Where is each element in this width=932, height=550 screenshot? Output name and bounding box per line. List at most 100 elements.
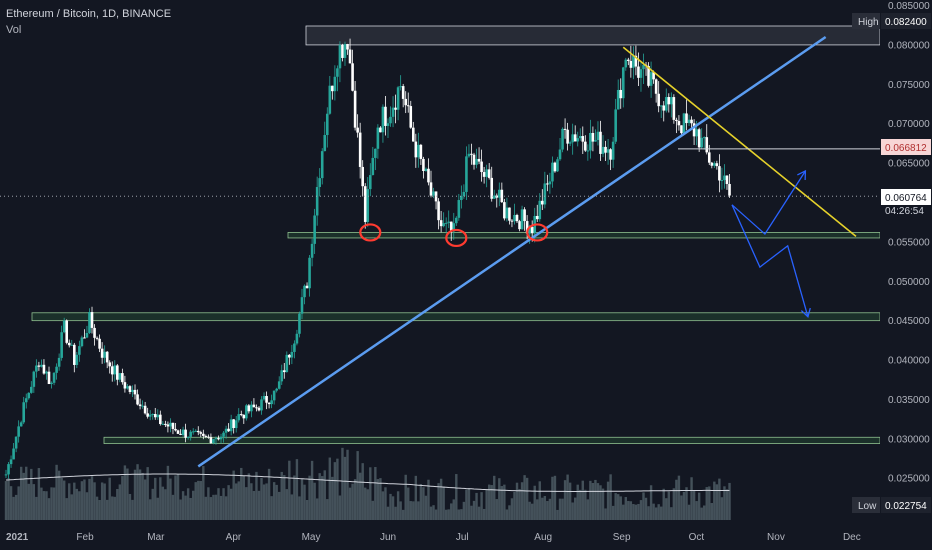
candle-body xyxy=(148,414,152,417)
volume-bar xyxy=(252,490,256,520)
descending-trendline xyxy=(622,46,857,237)
candle-body xyxy=(255,407,258,409)
volume-bar xyxy=(111,496,114,520)
candle-body xyxy=(151,413,155,415)
volume-bar xyxy=(503,484,506,520)
volume-bar xyxy=(508,505,511,520)
volume-bar xyxy=(728,482,731,520)
volume-bar xyxy=(505,509,509,520)
candle-body xyxy=(212,438,215,444)
volume-bar xyxy=(98,499,101,520)
volume-bar xyxy=(224,496,228,520)
volume-bar xyxy=(475,492,478,520)
candle-body xyxy=(599,131,602,154)
candle-body xyxy=(234,420,238,429)
candle-body xyxy=(113,365,117,375)
x-tick-label: Feb xyxy=(76,532,94,543)
volume-bar xyxy=(391,496,395,520)
candle-body xyxy=(62,320,66,333)
candle-body xyxy=(561,128,564,150)
volume-bar xyxy=(460,509,463,520)
y-tick-label: 0.040000 xyxy=(888,356,930,367)
volume-bar xyxy=(176,474,180,520)
chart-title: Ethereum / Bitcoin, 1D, BINANCE xyxy=(6,8,172,20)
candle-body xyxy=(358,132,362,167)
volume-bar xyxy=(328,457,332,520)
candle-body xyxy=(690,119,693,124)
volume-bar xyxy=(47,498,51,520)
candle-body xyxy=(262,395,266,400)
volume-bar xyxy=(346,449,349,520)
candle-body xyxy=(556,159,559,172)
volume-bar xyxy=(60,477,63,520)
candle-body xyxy=(128,386,132,392)
candle-body xyxy=(576,138,580,142)
volume-bar xyxy=(35,496,38,520)
candle-body xyxy=(627,59,630,61)
candle-body xyxy=(75,354,79,365)
candle-body xyxy=(351,63,354,91)
y-tick-label: 0.025000 xyxy=(888,474,930,485)
candle-body xyxy=(204,435,208,437)
candle-body xyxy=(589,132,592,151)
volume-bar xyxy=(384,487,387,520)
candle-body xyxy=(116,365,119,380)
volume-bar xyxy=(78,491,81,520)
candle-body xyxy=(272,390,276,401)
candle-body xyxy=(624,59,628,68)
volume-bar xyxy=(80,481,84,520)
candle-body xyxy=(374,148,377,158)
volume-bar xyxy=(323,470,326,520)
candle-body xyxy=(700,137,703,148)
volume-bar xyxy=(579,489,582,520)
volume-bar xyxy=(85,492,89,520)
candle-body xyxy=(470,153,473,155)
candle-body xyxy=(83,337,86,339)
candle-body xyxy=(386,123,390,126)
candle-body xyxy=(500,189,504,203)
volume-bar xyxy=(171,494,175,520)
volume-bar xyxy=(713,481,716,520)
candle-body xyxy=(133,389,137,395)
volume-bar xyxy=(95,496,99,520)
high-badge-label: High xyxy=(858,17,879,28)
candle-body xyxy=(121,373,124,383)
candle-body xyxy=(37,365,41,367)
candle-body xyxy=(384,106,387,126)
volume-bar xyxy=(662,488,665,520)
candle-body xyxy=(601,146,605,154)
arrow-head xyxy=(797,169,807,180)
volume-bar xyxy=(493,475,496,520)
volume-bar xyxy=(333,462,337,520)
volume-bar xyxy=(361,463,364,520)
volume-bar xyxy=(614,493,617,520)
circled-low-marker xyxy=(359,223,382,242)
volume-bar xyxy=(113,496,116,520)
candle-body xyxy=(55,366,58,373)
volume-bar xyxy=(4,481,8,520)
candle-body xyxy=(702,137,706,139)
volume-bar xyxy=(318,473,321,520)
volume-label: Vol xyxy=(6,24,22,36)
candle-body xyxy=(35,365,38,372)
y-tick-label: 0.055000 xyxy=(888,237,930,248)
candle-body xyxy=(368,175,372,190)
volume-bar xyxy=(55,464,58,520)
volume-bar xyxy=(7,478,10,520)
volume-bar xyxy=(465,489,468,520)
candle-body xyxy=(217,438,220,440)
candle-body xyxy=(341,44,344,58)
volume-bar xyxy=(27,483,30,520)
volume-bar xyxy=(538,481,541,520)
candle-body xyxy=(315,187,319,216)
candle-body xyxy=(667,97,671,105)
volume-bar xyxy=(477,506,481,520)
volume-bar xyxy=(697,492,701,520)
candle-body xyxy=(563,128,567,130)
candle-body xyxy=(267,402,271,405)
candle-body xyxy=(723,175,726,181)
candle-body xyxy=(429,182,433,196)
volume-bar xyxy=(498,478,501,520)
volume-bar xyxy=(591,482,595,520)
